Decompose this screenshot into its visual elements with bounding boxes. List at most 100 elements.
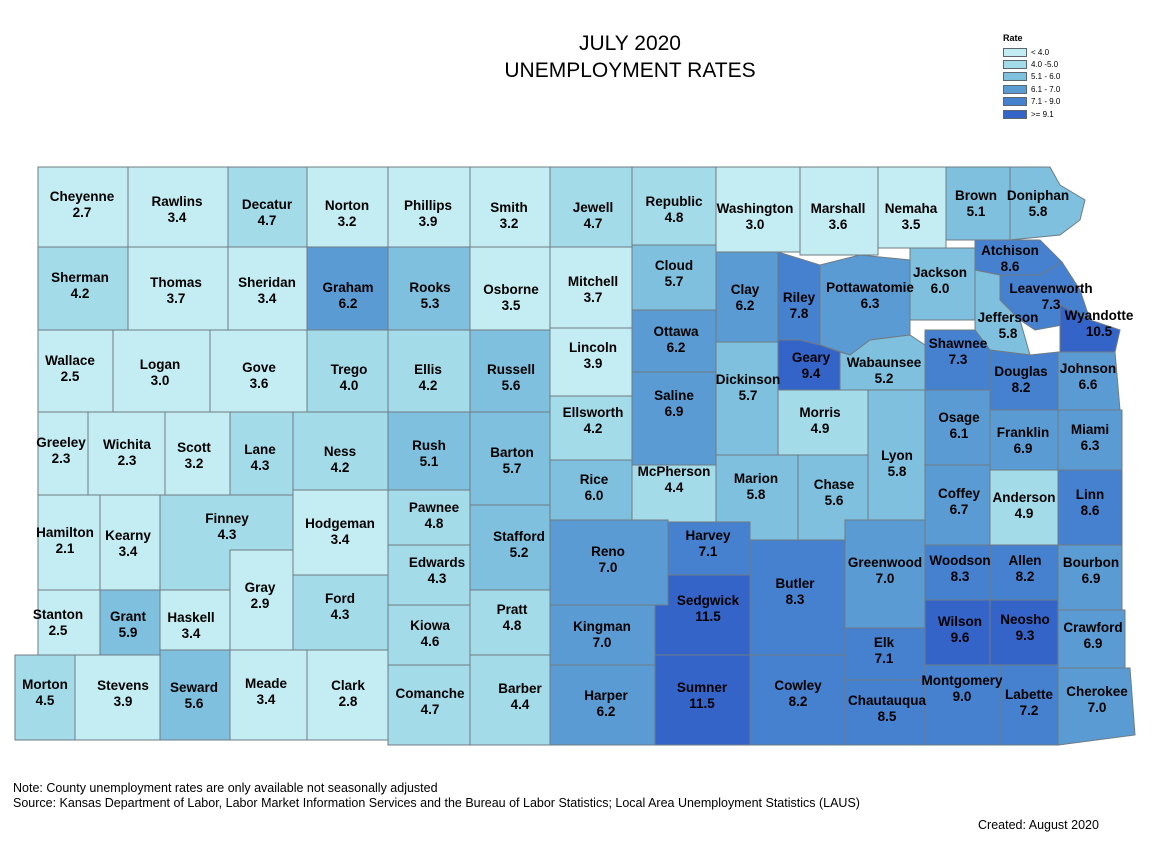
county-name-label: Barber <box>498 681 542 696</box>
county-marshall <box>799 166 879 256</box>
legend-label: 6.1 - 7.0 <box>1031 84 1061 94</box>
county-name-label: Nemaha <box>885 201 938 216</box>
county-name-label: Chase <box>814 477 855 492</box>
county-name-label: Harvey <box>685 528 731 543</box>
legend-item: 6.1 - 7.0 <box>1003 83 1060 95</box>
county-rate-label: 10.5 <box>1086 324 1113 339</box>
county-name-label: Scott <box>177 440 211 455</box>
county-name-label: Smith <box>490 200 528 215</box>
county-rate-label: 6.0 <box>585 488 604 503</box>
county-name-label: Kingman <box>573 619 631 634</box>
county-name-label: Kearny <box>105 528 151 543</box>
county-rate-label: 5.7 <box>503 461 522 476</box>
county-name-label: Kiowa <box>410 618 450 633</box>
county-name-label: Sherman <box>51 270 109 285</box>
county-rate-label: 6.2 <box>736 298 755 313</box>
county-seward <box>159 649 231 741</box>
county-name-label: Marshall <box>811 201 866 216</box>
county-rate-label: 6.6 <box>1079 377 1098 392</box>
county-name-label: Morris <box>799 405 840 420</box>
county-rate-label: 4.5 <box>36 693 55 708</box>
county-name-label: Meade <box>245 676 288 691</box>
county-rate-label: 3.4 <box>168 210 187 225</box>
county-name-label: Barton <box>490 445 534 460</box>
legend-label: 4.0 -5.0 <box>1031 60 1059 70</box>
county-rate-label: 8.2 <box>789 694 808 709</box>
county-name-label: Pottawatomie <box>826 280 914 295</box>
county-wyandotte <box>1059 304 1121 353</box>
county-name-label: Saline <box>654 388 694 403</box>
county-rate-label: 3.9 <box>419 214 438 229</box>
county-rate-label: 7.0 <box>1088 700 1107 715</box>
county-rate-label: 7.0 <box>593 635 612 650</box>
county-name-label: Reno <box>591 544 625 559</box>
county-name-label: Coffey <box>938 486 980 501</box>
county-name-label: Phillips <box>404 198 452 213</box>
county-name-label: Pawnee <box>409 500 460 515</box>
county-name-label: Wabaunsee <box>847 355 922 370</box>
county-name-label: Greeley <box>36 435 86 450</box>
county-name-label: Cowley <box>774 678 822 693</box>
county-cherokee <box>1057 667 1136 746</box>
county-name-label: Stanton <box>33 607 83 622</box>
county-rate-label: 6.9 <box>1014 441 1033 456</box>
county-rate-label: 3.2 <box>338 214 357 229</box>
county-name-label: Jefferson <box>978 310 1039 325</box>
county-rate-label: 11.5 <box>689 696 715 711</box>
county-name-label: Geary <box>792 350 831 365</box>
county-rate-label: 3.5 <box>502 298 521 313</box>
county-name-label: Clay <box>731 282 760 297</box>
county-rate-label: 4.7 <box>584 216 603 231</box>
county-rate-label: 7.1 <box>875 651 894 666</box>
county-name-label: Lincoln <box>569 340 617 355</box>
county-name-label: Wilson <box>938 614 982 629</box>
county-clay <box>715 251 779 343</box>
legend-label: 7.1 - 9.0 <box>1031 97 1061 107</box>
county-name-label: Miami <box>1071 422 1109 437</box>
county-name-label: Mitchell <box>568 274 618 289</box>
county-name-label: Douglas <box>994 364 1047 379</box>
county-name-label: Allen <box>1008 553 1041 568</box>
county-rate-label: 2.9 <box>251 596 270 611</box>
county-rate-label: 3.4 <box>119 544 138 559</box>
county-rate-label: 6.3 <box>1081 438 1100 453</box>
county-rate-label: 5.6 <box>825 493 844 508</box>
county-rate-label: 6.0 <box>931 281 950 296</box>
county-rate-label: 3.4 <box>331 532 350 547</box>
county-stanton <box>37 589 101 656</box>
county-rate-label: 8.2 <box>1016 569 1035 584</box>
county-rate-label: 5.6 <box>185 696 204 711</box>
county-rate-label: 3.4 <box>257 692 276 707</box>
county-name-label: Sheridan <box>238 275 296 290</box>
county-name-label: Johnson <box>1060 361 1116 376</box>
county-name-label: Decatur <box>242 197 293 212</box>
county-rate-label: 4.2 <box>331 460 350 475</box>
county-name-label: Pratt <box>497 602 528 617</box>
county-rate-label: 3.6 <box>250 376 269 391</box>
legend: Rate < 4.0 4.0 -5.0 5.1 - 6.0 6.1 - 7.0 … <box>1003 33 1060 120</box>
legend-title: Rate <box>1003 33 1023 43</box>
county-name-label: Greenwood <box>848 555 922 570</box>
county-rate-label: 8.6 <box>1001 259 1020 274</box>
county-franklin <box>989 409 1059 471</box>
title-line-1: JULY 2020 <box>579 32 681 55</box>
county-name-label: Ness <box>324 444 356 459</box>
county-name-label: Dickinson <box>716 372 781 387</box>
county-name-label: Linn <box>1076 487 1105 502</box>
county-name-label: Anderson <box>992 490 1055 505</box>
county-rate-label: 4.3 <box>251 458 270 473</box>
county-rate-label: 2.1 <box>56 541 75 556</box>
legend-item: 5.1 - 6.0 <box>1003 71 1060 83</box>
county-name-label: Gove <box>242 360 276 375</box>
county-name-label: Lane <box>244 442 276 457</box>
county-rate-label: 4.2 <box>71 286 90 301</box>
county-rate-label: 5.3 <box>421 296 440 311</box>
county-name-label: Wyandotte <box>1065 308 1134 323</box>
county-rate-label: 3.7 <box>167 291 186 306</box>
county-rate-label: 3.4 <box>182 626 201 641</box>
county-name-label: Ellsworth <box>563 405 624 420</box>
county-rate-label: 4.4 <box>511 697 530 712</box>
county-rate-label: 4.3 <box>331 607 350 622</box>
county-name-label: Doniphan <box>1007 188 1069 203</box>
